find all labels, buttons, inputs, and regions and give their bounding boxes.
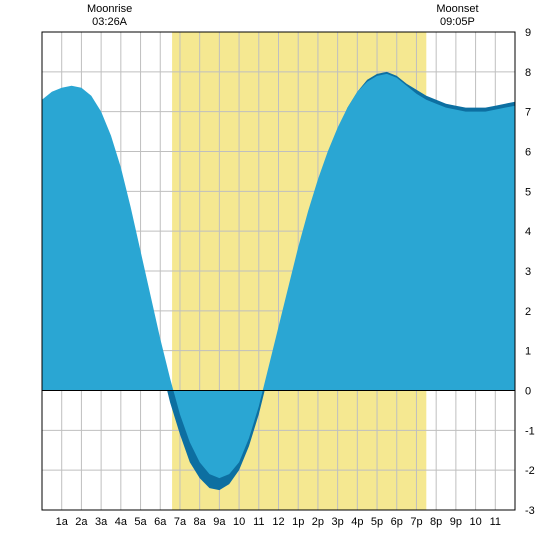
x-tick-label: 3p (332, 516, 344, 528)
y-tick-label: 5 (525, 186, 531, 198)
moonset-time: 09:05P (440, 16, 475, 28)
moonrise-title: Moonrise (87, 3, 132, 15)
x-tick-label: 4p (351, 516, 363, 528)
x-tick-label: 8a (194, 516, 207, 528)
x-tick-label: 5p (371, 516, 383, 528)
x-tick-label: 10 (469, 516, 481, 528)
x-tick-label: 4a (115, 516, 128, 528)
x-tick-label: 3a (95, 516, 108, 528)
y-tick-label: 8 (525, 67, 531, 79)
x-tick-label: 2a (75, 516, 88, 528)
y-tick-label: -2 (525, 465, 535, 477)
y-tick-label: -3 (525, 505, 535, 517)
x-tick-label: 12 (272, 516, 284, 528)
y-tick-label: 0 (525, 386, 531, 398)
tide-chart: 1a2a3a4a5a6a7a8a9a1011121p2p3p4p5p6p7p8p… (0, 0, 550, 550)
x-tick-label: 1a (56, 516, 69, 528)
y-tick-label: 1 (525, 346, 531, 358)
y-tick-label: 9 (525, 27, 531, 39)
x-tick-label: 6p (391, 516, 403, 528)
moonset-title: Moonset (436, 3, 478, 15)
y-tick-label: 2 (525, 306, 531, 318)
x-tick-label: 9a (213, 516, 226, 528)
y-tick-label: 3 (525, 266, 531, 278)
moonrise-time: 03:26A (92, 16, 128, 28)
chart-svg: 1a2a3a4a5a6a7a8a9a1011121p2p3p4p5p6p7p8p… (0, 0, 550, 550)
x-tick-label: 6a (154, 516, 167, 528)
x-tick-label: 10 (233, 516, 245, 528)
y-tick-label: 6 (525, 147, 531, 159)
x-tick-label: 9p (450, 516, 462, 528)
x-tick-label: 1p (292, 516, 304, 528)
y-tick-label: 4 (525, 226, 531, 238)
x-tick-label: 5a (134, 516, 147, 528)
x-tick-label: 2p (312, 516, 324, 528)
x-tick-label: 7p (410, 516, 422, 528)
x-tick-label: 11 (253, 516, 264, 528)
x-tick-label: 8p (430, 516, 442, 528)
x-tick-label: 7a (174, 516, 187, 528)
x-tick-label: 11 (490, 516, 501, 528)
y-tick-label: 7 (525, 107, 531, 119)
y-tick-label: -1 (525, 425, 535, 437)
